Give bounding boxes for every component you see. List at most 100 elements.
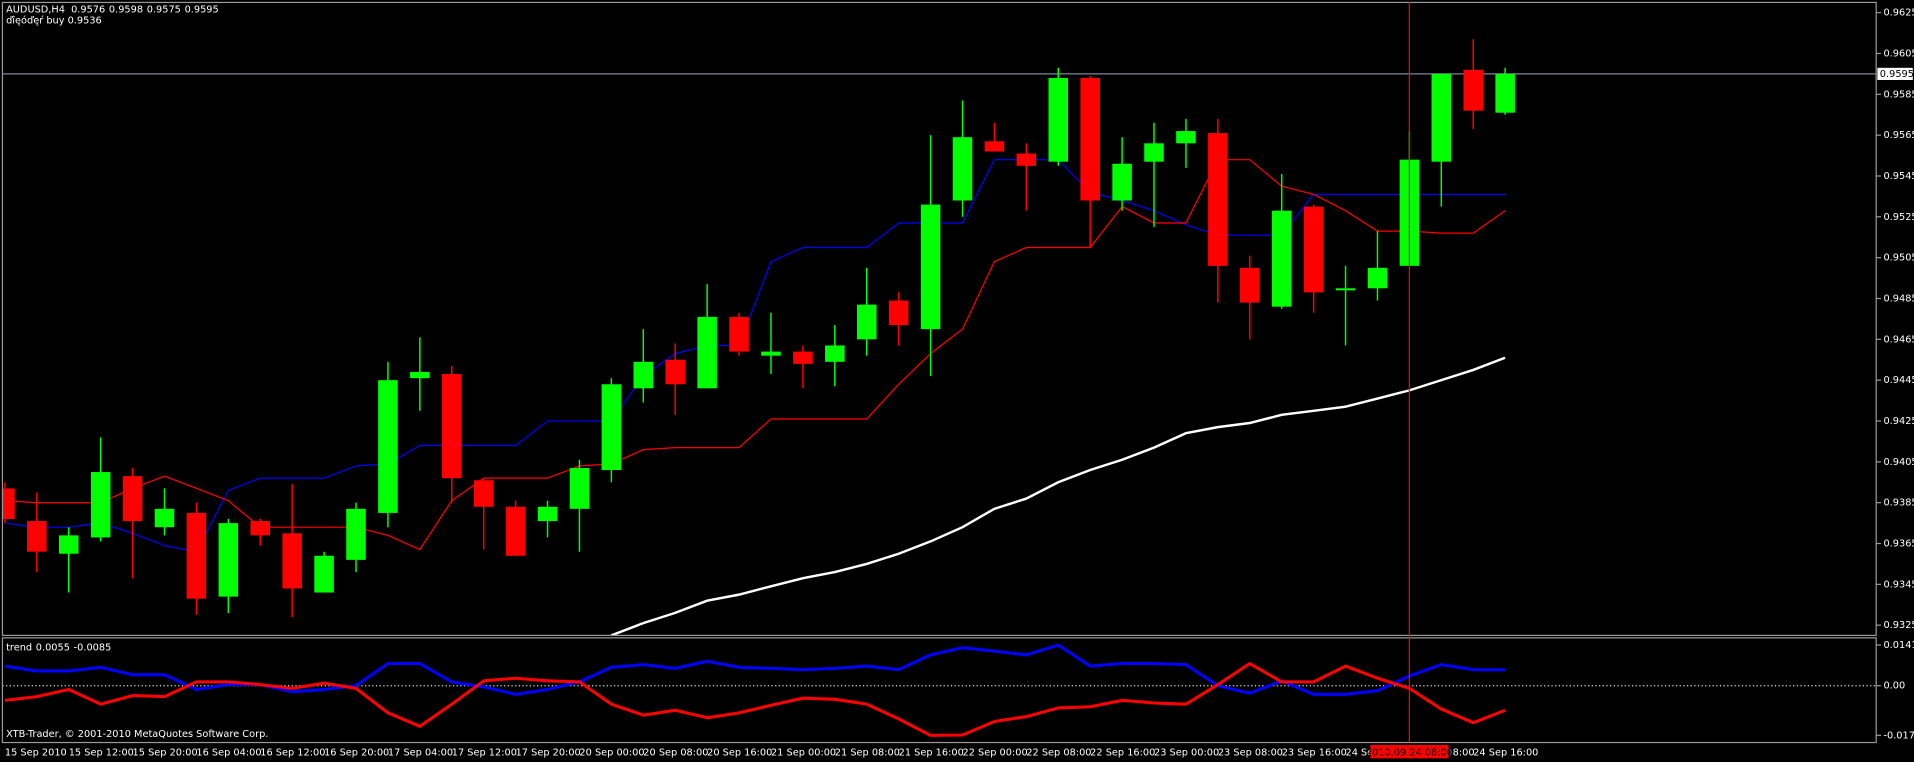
candle-body [122,476,143,522]
candle-body [346,508,366,560]
x-tick-label: 22 Sep 00:00 [962,747,1027,758]
candle-body [761,351,781,356]
y-tick-label: 0.9385 [1883,498,1914,509]
symbol: AUDUSD,H4 [6,5,65,16]
candle-body [282,533,302,589]
candle-body [1367,267,1388,289]
x-tick-label: 23 Sep 08:00 [1218,747,1283,758]
y-tick-label: 0.9325 [1883,620,1914,631]
x-tick-label: 20 Sep 00:00 [579,747,644,758]
candle-body [569,467,590,509]
y-tick-label: 0.9545 [1883,171,1914,182]
candle-body [952,137,973,201]
y-tick-label: 0.9365 [1883,539,1914,550]
annotation: ďîęóďęŕ buy 0.9536 [6,15,102,27]
y-tick-label: 0.9405 [1883,457,1914,468]
bid-label: 0.9595 [1880,69,1914,80]
x-tick-label: 17 Sep 04:00 [388,747,453,758]
indicator-y-tick-label: 0.0141 [1883,640,1914,651]
candle-body [1271,210,1292,307]
overlay-line [610,356,1506,636]
candle-body [665,359,685,385]
bid-label-box [1877,67,1913,80]
candle-body [856,304,877,340]
x-tick-label: 22 Sep 08:00 [1026,747,1091,758]
candle-body [793,351,813,364]
x-tick-label: 17 Sep 12:00 [452,747,517,758]
x-tick-label: 21 Sep 16:00 [899,747,964,758]
x-tick-label: 22 Sep 16:00 [1090,747,1155,758]
candle-body [27,521,47,552]
indicator-panel-frame [1,637,1877,744]
x-tick-label: 20 Sep 08:00 [643,747,708,758]
candle-body [410,372,430,379]
x-tick-label: 16 Sep 04:00 [196,747,261,758]
copyright: XTB-Trader, © 2001-2010 MetaQuotes Softw… [6,729,268,740]
y-tick-label: 0.9465 [1883,334,1914,345]
candle-body [1240,267,1260,303]
last-low: 0.9575 [147,5,181,16]
x-tick-label: 20 Sep 16:00 [707,747,772,758]
candle-body [1335,288,1356,291]
price-panel-frame [1,1,1877,637]
y-tick-label: 0.9605 [1883,48,1914,59]
last-close: 0.9595 [185,5,219,16]
y-tick-label: 0.9425 [1883,416,1914,427]
x-tick-label: 23 Sep 16:00 [1282,747,1347,758]
x-tick-label: 24 Sep 16:00 [1473,747,1538,758]
candle-body [1144,143,1164,162]
candle-body [505,506,526,556]
y-tick-label: 0.9445 [1883,375,1914,386]
candle-body [1463,69,1483,111]
indicator-y-tick-label: -0.0172 [1883,730,1914,741]
candle-body [984,141,1005,152]
candle-body [888,300,909,326]
candle-body [90,472,111,538]
candle-body [378,380,398,513]
candle-body [633,361,654,389]
y-tick-label: 0.9625 [1883,8,1914,19]
indicator-last-red: -0.0085 [74,643,112,654]
candle-body [58,535,79,554]
x-tick-label: 23 Sep 00:00 [1154,747,1219,758]
candle-body [473,480,494,507]
y-tick-label: 0.9585 [1883,89,1914,100]
indicator-header: trend 0.0055 -0.0085 [6,643,111,654]
crosshair-label-box [1370,744,1449,759]
candle-body [1048,77,1069,162]
candle-body [250,521,271,536]
candle-body [2,488,15,520]
candle-body [601,384,622,471]
y-tick-label: 0.9505 [1883,253,1914,264]
indicator-title: trend [6,643,32,654]
candle-body [314,555,334,593]
x-tick-label: 21 Sep 00:00 [771,747,836,758]
candle-body [537,506,558,522]
indicator-last-blue: 0.0055 [36,643,70,654]
y-tick-label: 0.9345 [1883,579,1914,590]
y-tick-label: 0.9565 [1883,130,1914,141]
x-tick-label: 15 Sep 12:00 [69,747,134,758]
x-tick-label: 16 Sep 12:00 [260,747,325,758]
y-tick-label: 0.9485 [1883,294,1914,305]
indicator-plot [4,643,1506,737]
candle-body [1431,73,1452,162]
x-tick-label: 17 Sep 20:00 [516,747,581,758]
last-high: 0.9598 [109,5,143,16]
x-tick-label: 16 Sep 20:00 [324,747,389,758]
chart-header: AUDUSD,H4 0.9576 0.9598 0.9575 0.9595 [6,5,219,16]
candle-body [1016,153,1037,166]
candle-body [1112,163,1132,201]
candle-body [1176,131,1196,144]
candle-body [1208,133,1228,266]
x-tick-label: 15 Sep 20:00 [133,747,198,758]
candle-body [697,316,717,389]
candle-body [154,508,175,528]
crosshair-label: 2010.09.24 08:00 [1366,747,1453,758]
candle-body [218,523,239,597]
x-tick-label: 15 Sep 2010 [5,747,67,758]
candle-body [729,316,749,352]
candle-body [186,512,207,599]
